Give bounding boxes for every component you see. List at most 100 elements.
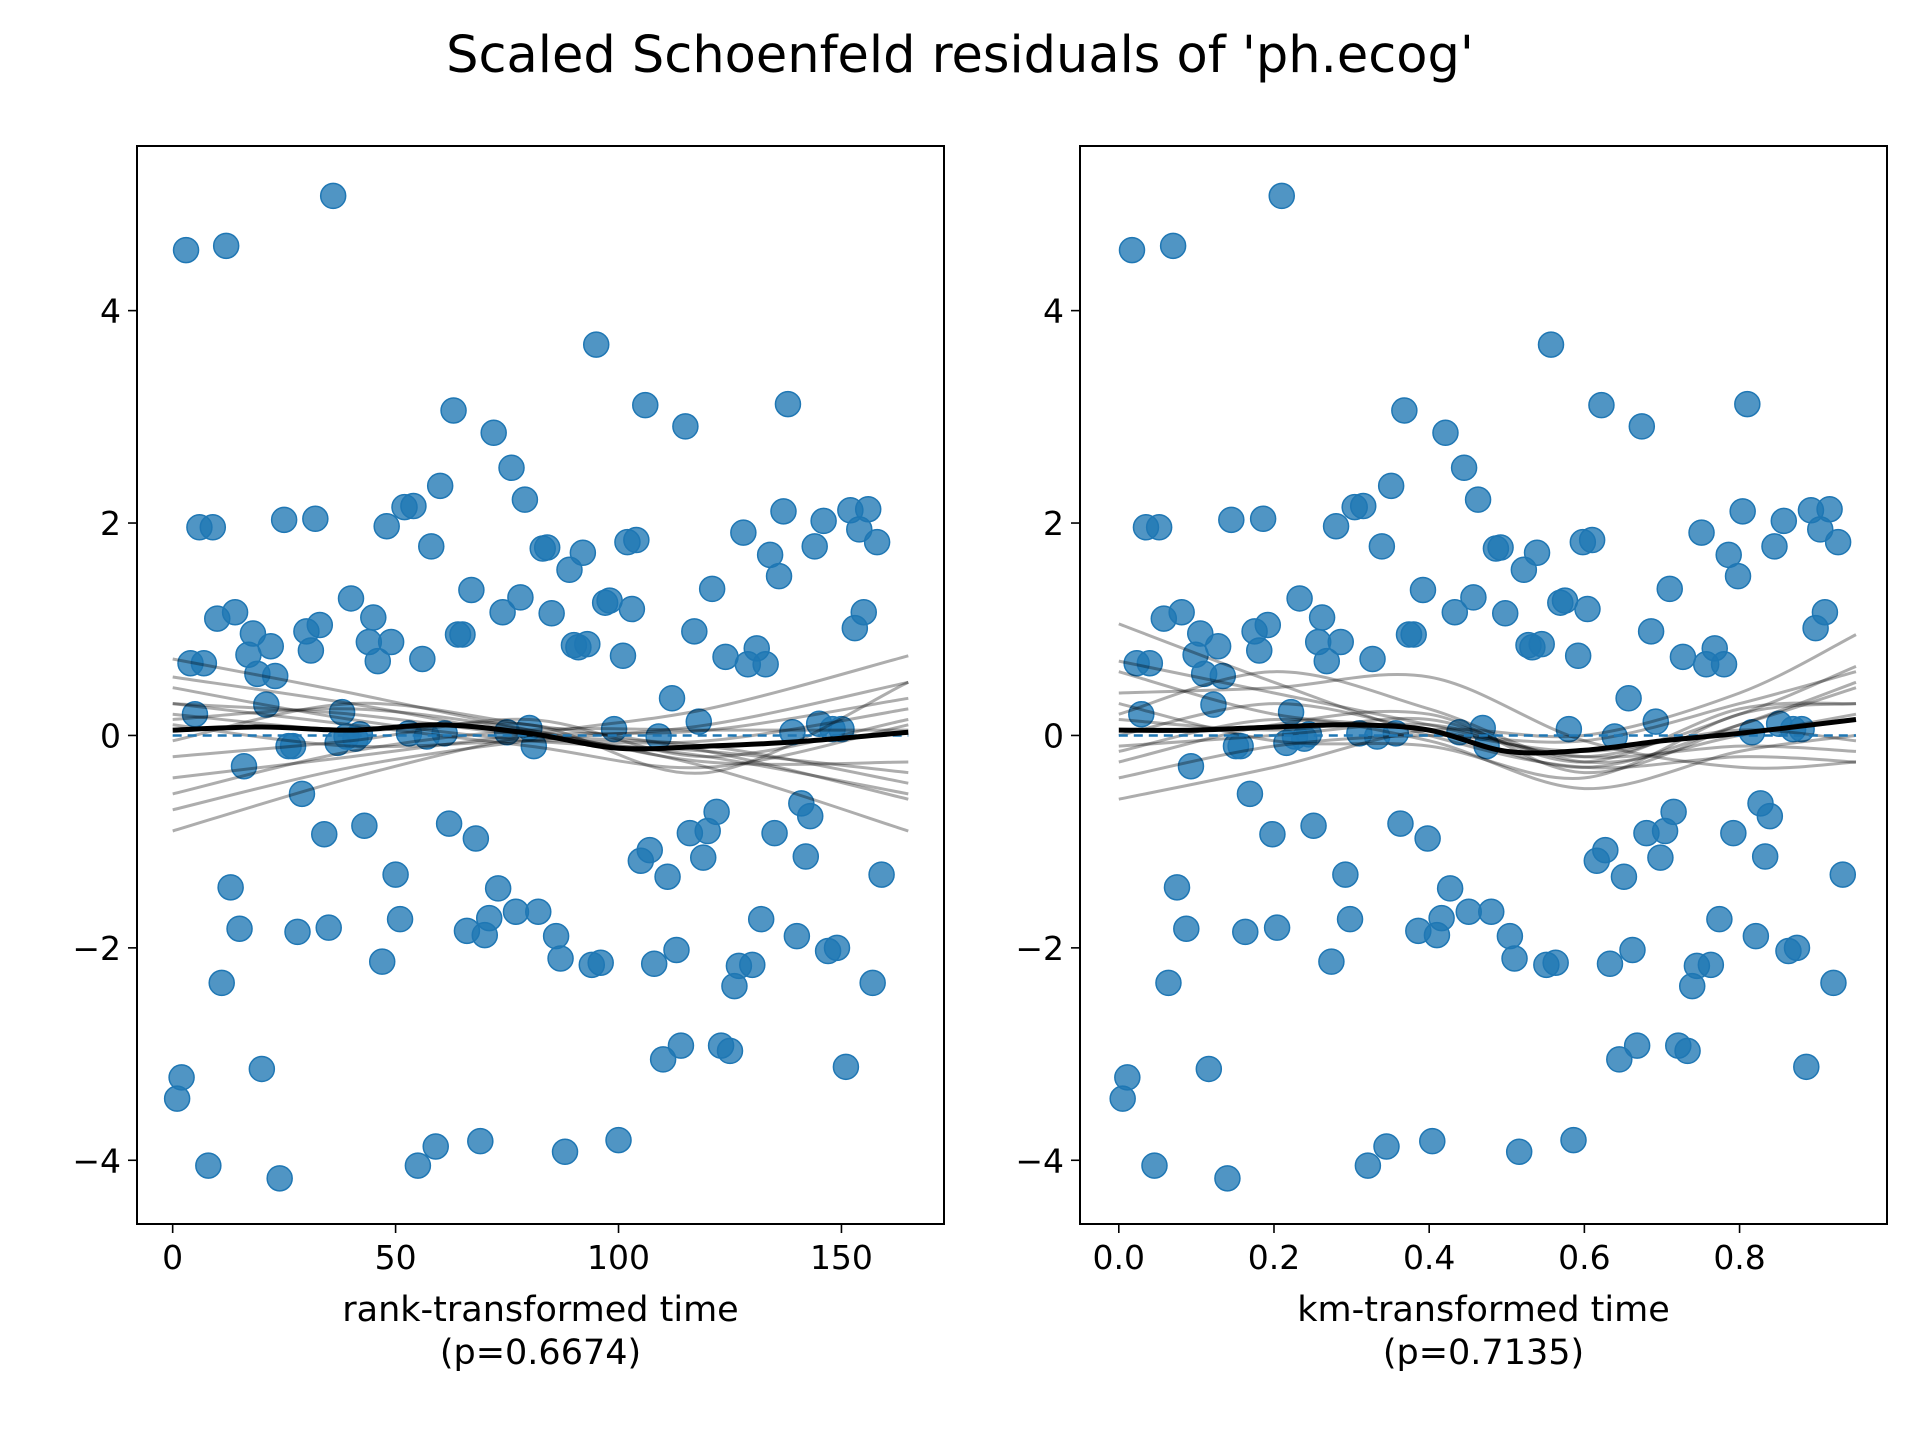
residual-point [409, 645, 436, 673]
residual-point [1436, 875, 1464, 902]
residual-point [1734, 390, 1761, 418]
residual-point [525, 898, 552, 926]
residual-point [1259, 820, 1286, 848]
residual-point [1724, 562, 1752, 590]
residual-point [511, 486, 539, 513]
bootstrap-curve [172, 680, 909, 812]
residual-point [1409, 576, 1437, 604]
residual-point [1145, 514, 1173, 541]
residual-point [449, 621, 476, 648]
residual-point [1564, 642, 1592, 670]
residual-point [284, 918, 311, 946]
residual-point [257, 632, 285, 660]
residual-point [1824, 528, 1852, 556]
residual-point [632, 391, 659, 419]
residual-point [1236, 780, 1264, 808]
y-tick-label: 4 [100, 292, 121, 331]
residual-point [1528, 630, 1555, 658]
residual-point [498, 454, 525, 482]
y-tick-label: 0 [1043, 716, 1064, 755]
residual-point [623, 526, 650, 554]
residual-point [1674, 1037, 1701, 1065]
residual-point [172, 236, 200, 264]
residual-point [248, 1055, 276, 1083]
residual-point [306, 611, 334, 639]
residual-point [1432, 419, 1459, 447]
residual-point [1168, 598, 1195, 626]
residual-point [654, 863, 681, 890]
residual-point [1710, 651, 1738, 678]
residual-point [1496, 922, 1524, 950]
y-tick-label: 2 [100, 504, 121, 543]
residual-point [1623, 1032, 1651, 1059]
residual-point [1537, 331, 1565, 358]
residual-point [288, 780, 316, 808]
bootstrap-curve [1118, 622, 1857, 770]
residual-point [1642, 708, 1670, 735]
residual-point [810, 507, 837, 535]
residual-point [386, 905, 414, 933]
residual-point [1478, 898, 1505, 926]
residual-point [1491, 600, 1519, 627]
residual-point [1209, 662, 1237, 690]
residual-point [681, 618, 708, 645]
residual-point [765, 562, 793, 590]
residual-point [1647, 844, 1674, 871]
residual-point [195, 1152, 222, 1179]
residual-point [574, 630, 601, 658]
residual-point [1816, 495, 1843, 523]
residual-point [850, 598, 877, 626]
axes-frame [1079, 145, 1888, 1225]
residual-point [859, 969, 886, 997]
y-tick-label: 0 [100, 716, 121, 755]
residual-point [640, 950, 668, 978]
residual-point [1829, 861, 1857, 888]
residual-point [297, 637, 325, 664]
residual-point [1322, 512, 1350, 540]
residual-point [1606, 1046, 1633, 1073]
residual-point [1141, 1152, 1168, 1179]
x-tick-label: 0.8 [1713, 1238, 1765, 1277]
residual-point [404, 1152, 432, 1179]
residual-point [253, 691, 280, 718]
residual-point [667, 1032, 695, 1059]
residual-point [542, 922, 570, 950]
y-tick-label: −2 [1015, 929, 1064, 968]
residual-point [801, 533, 828, 560]
residual-point [426, 472, 454, 500]
residual-point [239, 620, 267, 647]
bootstrap-curve [1118, 717, 1857, 791]
residual-point [368, 948, 396, 975]
residual-point [1387, 810, 1414, 837]
residual-point [1542, 949, 1569, 976]
residual-point [1336, 905, 1364, 933]
residual-point [1249, 505, 1277, 533]
residual-point [1596, 950, 1624, 978]
residual-point [1114, 1064, 1141, 1091]
bootstrap-curve [1118, 670, 1857, 780]
residual-point [1419, 1127, 1446, 1155]
residual-point [1455, 898, 1483, 926]
residual-point [351, 812, 378, 839]
residual-point [360, 604, 387, 631]
residual-points [1109, 182, 1857, 1192]
residual-point [796, 802, 824, 830]
bootstrap-curve [172, 657, 909, 833]
residual-point [440, 397, 467, 424]
y-tick-label: −2 [72, 929, 121, 968]
residual-point [1286, 585, 1313, 612]
residual-point [1327, 628, 1354, 656]
residual-point [1793, 1053, 1820, 1081]
residual-point [1578, 526, 1606, 554]
residual-point [226, 915, 253, 942]
residual-point [1464, 486, 1492, 513]
residual-point [1195, 1055, 1223, 1083]
residual-point [1163, 874, 1191, 901]
residual-point [1588, 391, 1615, 419]
residual-point [418, 533, 445, 560]
residual-point [538, 600, 565, 627]
bootstrap-curve [1118, 673, 1857, 770]
residual-point [1783, 934, 1811, 962]
residual-point [1450, 454, 1478, 482]
residual-point [475, 904, 503, 932]
